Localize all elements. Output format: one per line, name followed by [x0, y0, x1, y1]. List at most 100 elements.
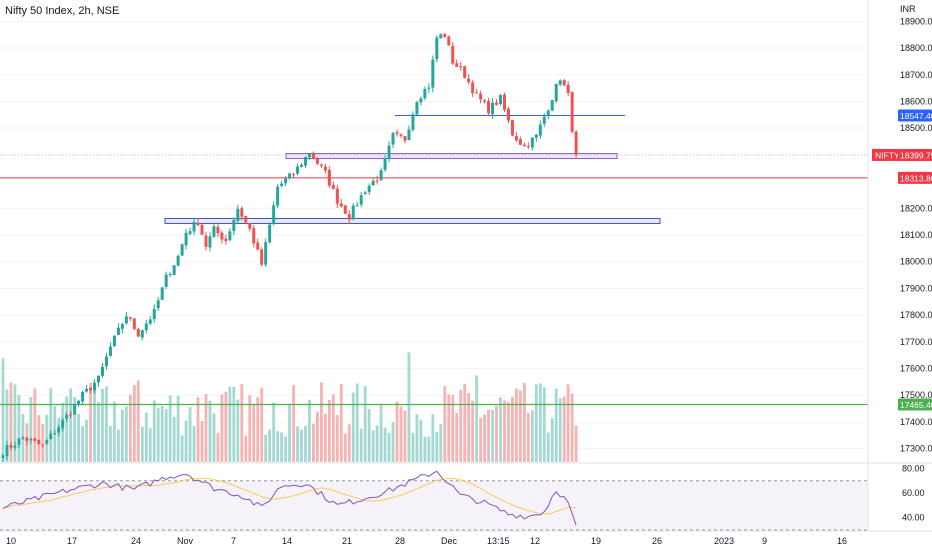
candle	[407, 125, 411, 141]
candle	[101, 363, 104, 378]
candle	[483, 98, 487, 104]
candle	[379, 167, 383, 182]
volume-bar	[403, 410, 407, 462]
candles	[1, 33, 578, 462]
y-tick-label: 18600.00	[900, 96, 932, 106]
volume-bar	[335, 415, 339, 462]
volume-bar	[387, 432, 391, 462]
candle	[1, 454, 5, 462]
support-zone	[164, 217, 661, 224]
y-tick-label: 17700.00	[900, 337, 932, 347]
volume-bar	[240, 384, 244, 462]
volume-bar	[73, 397, 77, 462]
volume-bar	[140, 426, 144, 462]
volume-bar	[558, 398, 562, 462]
candle	[335, 185, 339, 208]
volume-bar	[379, 403, 383, 462]
volume-bar	[511, 396, 514, 462]
volume-bar	[176, 395, 180, 462]
candle	[502, 92, 506, 113]
volume-bar	[308, 399, 311, 462]
volume-bar	[375, 425, 379, 462]
x-tick-label: 24	[131, 536, 141, 546]
x-tick-label: 14	[282, 536, 292, 546]
candle	[228, 228, 232, 242]
resistance-zone	[285, 153, 618, 160]
volume-bar	[526, 412, 530, 462]
candle	[272, 201, 276, 226]
candle	[37, 439, 41, 445]
volume-bar	[383, 427, 387, 462]
svg-text:18399.75: 18399.75	[900, 150, 932, 160]
candle	[284, 175, 288, 187]
candle	[439, 33, 443, 39]
volume-bar	[280, 432, 283, 462]
candle	[61, 418, 65, 432]
x-tick-label: 17	[67, 536, 77, 546]
y-tick-label: 17300.00	[900, 444, 932, 454]
y-tick-label: 17900.00	[900, 283, 932, 293]
volume-bar	[45, 414, 49, 462]
volume-bar	[168, 395, 172, 462]
candle	[530, 137, 534, 151]
candle	[204, 231, 208, 251]
volume-bar	[69, 388, 73, 462]
candle	[363, 190, 367, 195]
candle	[116, 323, 120, 336]
candle	[566, 81, 570, 97]
x-tick-label: 9	[762, 536, 767, 546]
candle	[184, 228, 188, 250]
rsi-tick-label: 80.00	[902, 463, 925, 473]
candle	[347, 210, 351, 225]
volume-bar	[172, 417, 176, 462]
volume-bar	[276, 431, 280, 462]
volume-bar	[339, 384, 343, 462]
volume-bar	[37, 415, 41, 462]
candle	[260, 247, 264, 267]
candle	[542, 113, 546, 128]
volume-bar	[574, 425, 578, 462]
candle	[375, 175, 379, 185]
volume-bar	[292, 384, 295, 462]
volume-bar	[85, 419, 88, 462]
candle	[180, 243, 184, 256]
candle	[168, 272, 172, 277]
volume-bar	[455, 412, 459, 462]
candle	[495, 99, 499, 106]
x-tick-label: 26	[652, 536, 662, 546]
volume-bar	[343, 433, 347, 462]
volume-bar	[117, 429, 120, 462]
candle	[124, 311, 128, 325]
volume-bar	[323, 413, 327, 462]
x-tick-label: 2023	[714, 536, 734, 546]
volume-bar	[164, 409, 168, 462]
candle	[77, 399, 81, 407]
volume-bar	[351, 392, 355, 462]
volume-bar	[411, 432, 415, 462]
candle	[252, 225, 256, 248]
candle	[423, 86, 427, 101]
volume-bar	[487, 409, 490, 462]
volume-bar	[17, 394, 21, 462]
candle	[73, 403, 77, 415]
candle	[9, 441, 13, 451]
candle	[311, 151, 315, 160]
candle	[140, 329, 144, 341]
candle	[89, 387, 93, 394]
volume-bar	[451, 394, 455, 462]
candle	[303, 156, 307, 168]
volume-bar	[77, 413, 81, 462]
volume-bar	[471, 400, 475, 462]
x-tick-label: 16	[837, 536, 847, 546]
volume-bar	[519, 390, 522, 462]
candle	[403, 135, 407, 144]
y-tick-label: 17800.00	[900, 310, 932, 320]
volume-bar	[284, 436, 287, 462]
volume-bar	[296, 426, 299, 462]
candle	[292, 172, 296, 178]
volume-bar	[41, 424, 45, 462]
volume-bars	[1, 352, 578, 462]
x-tick-label: 12	[530, 536, 540, 546]
volume-bar	[300, 429, 303, 462]
